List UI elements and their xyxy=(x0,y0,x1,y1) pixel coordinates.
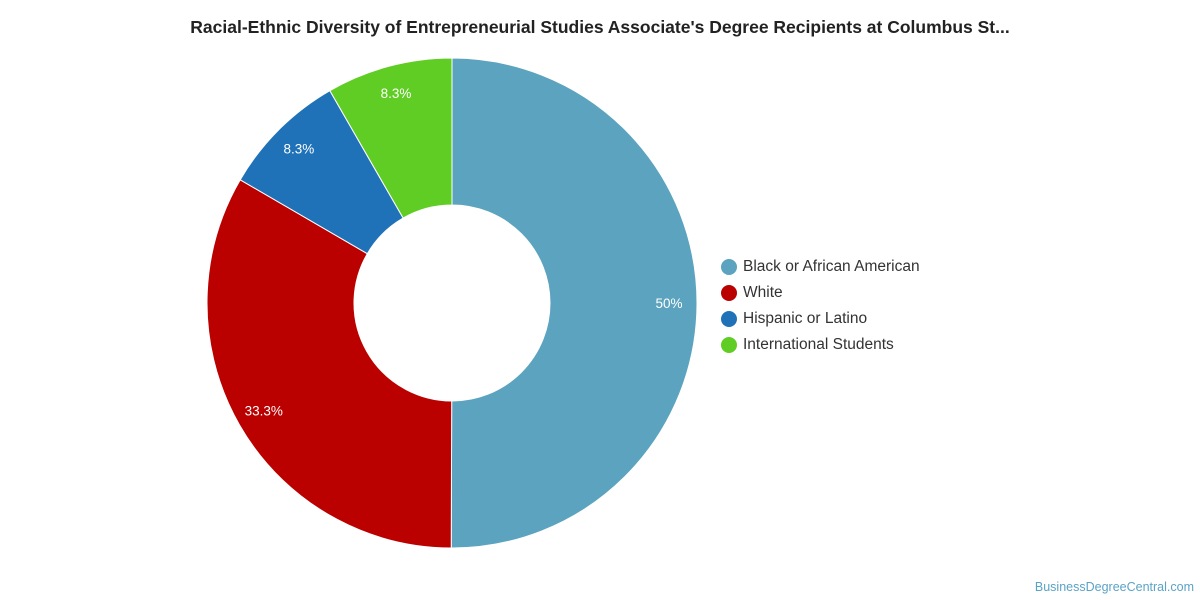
data-label: 8.3% xyxy=(381,86,412,101)
slice-black-or-african-american[interactable] xyxy=(450,57,698,549)
legend-swatch xyxy=(721,337,737,353)
data-label: 33.3% xyxy=(245,403,283,418)
legend-item[interactable]: Hispanic or Latino xyxy=(721,306,920,332)
slice-white[interactable] xyxy=(206,179,453,549)
legend-item[interactable]: White xyxy=(721,280,920,306)
data-label: 50% xyxy=(655,296,682,311)
legend-label: White xyxy=(743,284,783,301)
legend-swatch xyxy=(721,311,737,327)
legend-label: Black or African American xyxy=(743,258,920,275)
chart-legend: Black or African American White Hispanic o… xyxy=(721,254,920,358)
legend-label: International Students xyxy=(743,336,894,353)
legend-item[interactable]: Black or African American xyxy=(721,254,920,280)
chart-title: Racial-Ethnic Diversity of Entrepreneuri… xyxy=(190,17,1010,37)
legend-label: Hispanic or Latino xyxy=(743,310,868,327)
legend-swatch xyxy=(721,285,737,301)
slice-international-students[interactable] xyxy=(329,57,453,219)
data-label: 8.3% xyxy=(284,142,315,157)
legend-swatch xyxy=(721,259,737,275)
watermark[interactable]: BusinessDegreeCentral.com xyxy=(1034,580,1194,594)
legend-item[interactable]: International Students xyxy=(721,332,920,358)
